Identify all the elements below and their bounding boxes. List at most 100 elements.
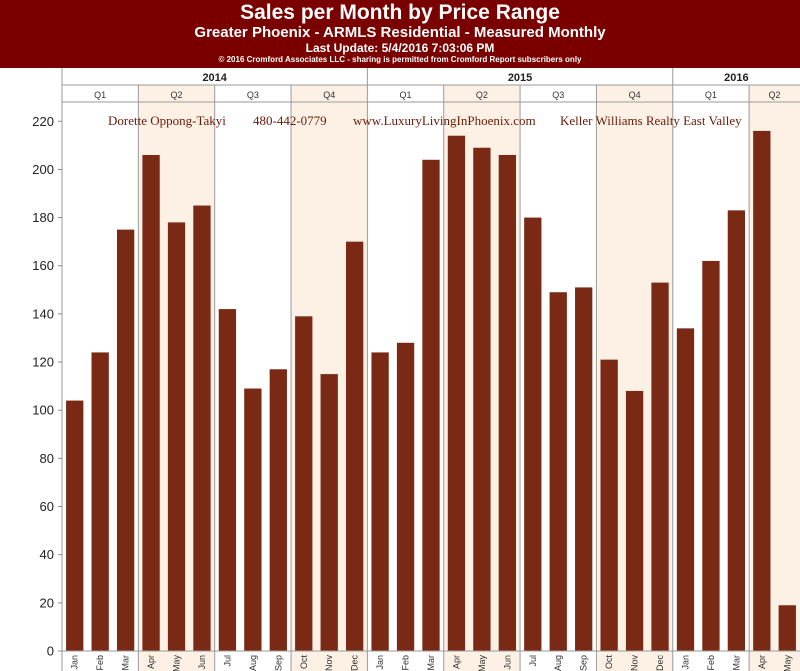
quarter-label: Q1 [705, 90, 717, 100]
year-label: 2015 [508, 72, 532, 84]
bar [575, 287, 593, 651]
month-label: Jul [528, 655, 538, 667]
quarter-label: Q2 [769, 90, 781, 100]
bar [167, 222, 186, 652]
month-label: Aug [553, 655, 563, 671]
month-label: Jul [222, 655, 232, 667]
agent-name: Dorette Oppong-Takyi [108, 113, 226, 128]
quarter-label: Q3 [552, 90, 564, 100]
agent-phone: 480-442-0779 [253, 113, 327, 128]
bar [727, 210, 746, 651]
y-tick-label: 220 [32, 114, 54, 129]
quarter-label: Q1 [400, 90, 412, 100]
y-tick-label: 120 [32, 355, 54, 370]
quarter-shading [138, 85, 800, 671]
bar [702, 260, 720, 651]
bar [600, 359, 618, 651]
quarter-label: Q3 [247, 90, 259, 100]
month-label: Mar [121, 655, 131, 671]
chart-frame [61, 68, 800, 671]
bar [269, 369, 287, 651]
bar [320, 374, 338, 651]
bar [244, 388, 262, 651]
year-label: 2016 [724, 72, 748, 84]
bar [447, 135, 466, 652]
month-label: Feb [401, 655, 411, 671]
month-label: Oct [604, 655, 614, 670]
bar [193, 205, 211, 651]
month-label: Feb [95, 655, 105, 671]
chart-header: Sales per Month by Price Range Greater P… [0, 0, 800, 68]
bar [651, 282, 669, 651]
y-tick-label: 40 [40, 547, 54, 562]
month-label: May [172, 655, 182, 671]
month-label: Mar [731, 655, 741, 671]
bar [778, 605, 796, 651]
chart-subtitle: Greater Phoenix - ARMLS Residential - Me… [194, 24, 606, 41]
y-tick-label: 180 [32, 210, 54, 225]
y-tick-label: 140 [32, 306, 54, 321]
agent-company: Keller Williams Realty East Valley [560, 113, 742, 128]
month-label: Jun [197, 655, 207, 670]
month-label: Apr [146, 655, 156, 669]
month-label: Apr [757, 655, 767, 669]
y-tick-label: 160 [32, 258, 54, 273]
bar [142, 154, 160, 651]
month-label: May [782, 655, 792, 671]
bar [549, 292, 567, 651]
month-labels: Jan Feb Mar Apr May Jun Jul Aug Sep Oct Nov Dec Jan F… [70, 655, 793, 671]
bar [396, 342, 415, 651]
y-axis: 0 20 40 60 80 100 120 140 160 180 200 220 [32, 114, 62, 659]
bar [625, 390, 644, 651]
bar [524, 217, 542, 651]
month-label: Jan [375, 655, 385, 670]
chart-title: Sales per Month by Price Range [240, 1, 560, 24]
month-label: Aug [248, 655, 258, 671]
quarter-label: Q2 [171, 90, 183, 100]
period-headers: 2014 2015 2016 Q1 Q2 Q3 Q4 Q1 Q2 Q3 Q4 Q1 Q2 [94, 72, 780, 100]
y-tick-label: 200 [32, 162, 54, 177]
bar [422, 159, 440, 651]
bar [66, 400, 84, 651]
month-label: Sep [273, 655, 283, 671]
bar [371, 352, 389, 651]
bar [295, 316, 313, 651]
y-tick-label: 100 [32, 403, 54, 418]
y-tick-label: 80 [40, 451, 54, 466]
agent-website: www.LuxuryLivingInPhoenix.com [353, 113, 536, 128]
bar [91, 352, 109, 651]
month-label: Dec [350, 655, 360, 671]
bar [473, 147, 491, 651]
agent-banner: Dorette Oppong-Takyi 480-442-0779 www.Lu… [108, 113, 742, 128]
quarter-label: Q4 [629, 90, 641, 100]
month-label: Jun [502, 655, 512, 670]
month-label: Jan [70, 655, 80, 670]
quarter-label: Q1 [94, 90, 106, 100]
month-label: Apr [451, 655, 461, 669]
quarter-label: Q4 [323, 90, 335, 100]
month-label: May [477, 655, 487, 671]
bar-series [66, 130, 796, 652]
y-tick-label: 0 [47, 644, 54, 659]
copyright-text: © 2016 Cromford Associates LLC - sharing… [218, 55, 582, 64]
y-tick-label: 60 [40, 499, 54, 514]
month-label: Feb [706, 655, 716, 671]
month-label: Mar [426, 655, 436, 671]
bar [218, 309, 237, 651]
month-label: Dec [655, 655, 665, 671]
bar [676, 328, 695, 651]
bar [753, 130, 771, 652]
month-label: Sep [579, 655, 589, 671]
bar [346, 241, 364, 651]
month-label: Jan [680, 655, 690, 670]
bar [498, 154, 516, 651]
bar [116, 229, 135, 652]
last-update-text: Last Update: 5/4/2016 7:03:06 PM [305, 41, 495, 55]
y-tick-label: 20 [40, 595, 54, 610]
month-label: Nov [630, 655, 640, 671]
month-label: Oct [299, 655, 309, 670]
year-label: 2014 [202, 72, 227, 84]
month-label: Nov [324, 655, 334, 671]
quarter-label: Q2 [476, 90, 488, 100]
